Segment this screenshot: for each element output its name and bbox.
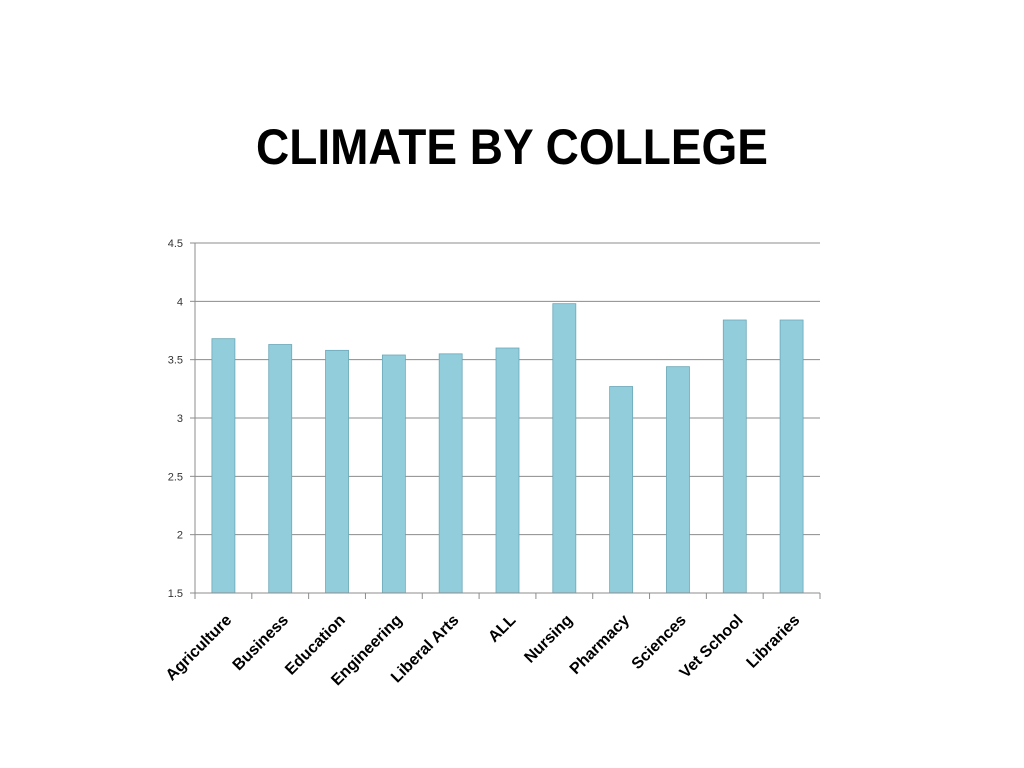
bar-pharmacy xyxy=(609,386,634,594)
y-tick-label: 3 xyxy=(177,413,183,425)
bar-engineering xyxy=(381,354,406,594)
y-axis xyxy=(190,242,196,594)
y-tick-label: 2 xyxy=(177,530,183,542)
bar-vet-school xyxy=(722,319,747,594)
x-tick-label: Libraries xyxy=(744,612,804,672)
y-tick-label: 3.5 xyxy=(168,355,183,367)
y-tick-label: 4 xyxy=(177,296,183,308)
bar-liberal-arts xyxy=(438,353,463,594)
bar-libraries xyxy=(779,319,804,594)
y-tick-label: 2.5 xyxy=(168,471,183,483)
bars xyxy=(211,303,804,594)
bar-sciences xyxy=(666,366,690,594)
bar-business xyxy=(268,344,293,594)
x-tick-label: Nursing xyxy=(521,612,576,667)
y-tick-label: 1.5 xyxy=(168,588,183,600)
x-tick-labels: AgricultureBusinessEducationEngineeringL… xyxy=(163,612,804,690)
y-tick-labels: 1.5 2 2.5 3 3.5 4 4.5 xyxy=(168,238,183,600)
bar-nursing xyxy=(552,303,577,594)
x-tick-label: Pharmacy xyxy=(567,612,633,678)
x-tick-label: Sciences xyxy=(629,612,690,673)
bar-agriculture xyxy=(211,338,236,594)
y-tick-label: 4.5 xyxy=(168,238,183,250)
slide-title: CLIMATE BY COLLEGE xyxy=(256,119,768,175)
bar-all xyxy=(495,347,520,594)
x-tick-label: Agriculture xyxy=(163,612,235,684)
bar-education xyxy=(325,349,349,594)
x-tick-label: ALL xyxy=(485,612,519,646)
x-axis xyxy=(194,592,821,599)
